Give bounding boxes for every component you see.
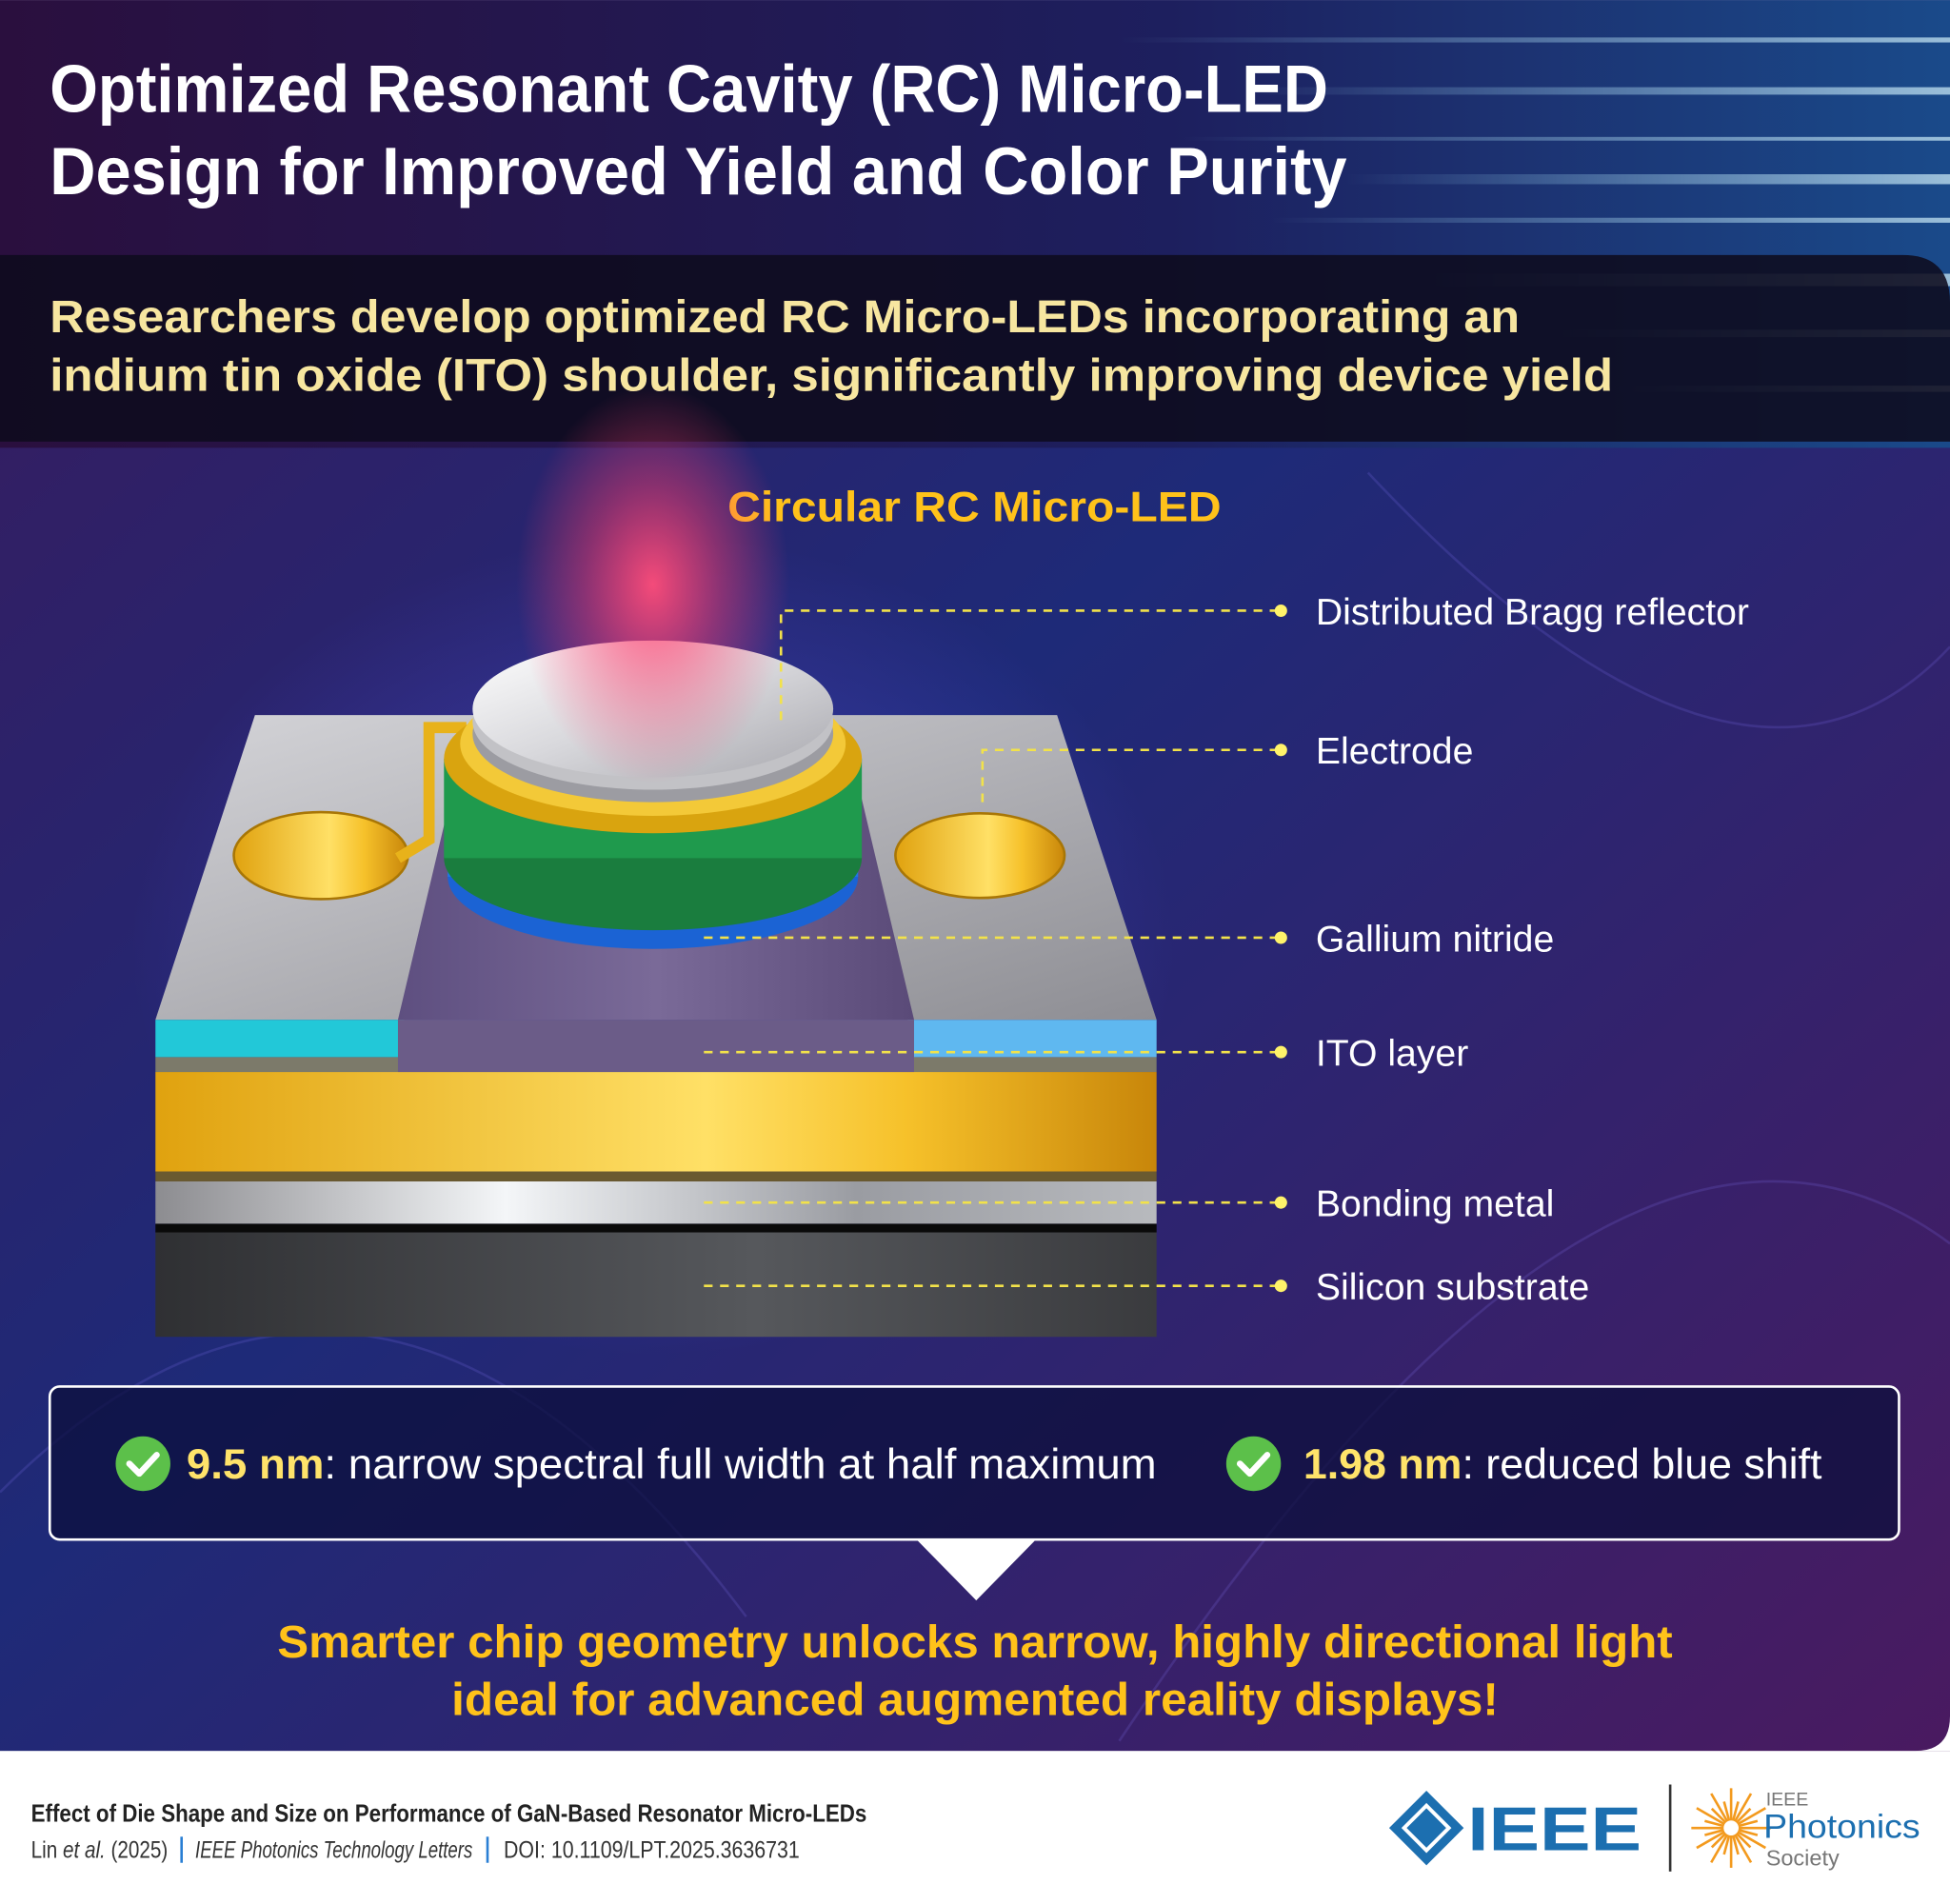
light-streaks-part — [1181, 136, 1950, 141]
light-streaks-part — [1343, 174, 1950, 185]
burst-ray — [1733, 1834, 1753, 1864]
pointer-arrow — [917, 1540, 1035, 1601]
light-streaks-part — [1268, 217, 1950, 223]
et-al: et al. — [63, 1838, 106, 1864]
burst-ray — [1722, 1801, 1731, 1821]
chip-illustration-part — [394, 722, 467, 863]
doi: DOI: 10.1109/LPT.2025.3636731 — [504, 1838, 800, 1864]
chip-illustration-part — [907, 1020, 1157, 1058]
year: (2025) — [111, 1838, 169, 1864]
diagram-label: Electrode — [1316, 731, 1474, 772]
burst-ray — [1704, 1828, 1724, 1836]
chip-illustration-part — [232, 810, 409, 901]
diagram-labels: Distributed Bragg reflector Electrode Gall… — [696, 592, 1749, 1308]
check-mark — [1236, 1452, 1271, 1478]
burst-ray — [1722, 1835, 1731, 1855]
diagram-label: Distributed Bragg reflector — [1316, 592, 1749, 633]
leader-line — [981, 748, 1279, 809]
chip-illustration-part — [894, 812, 1066, 900]
stat-text: : narrow spectral full width at half max… — [324, 1441, 1156, 1488]
chip-illustration-part — [397, 1020, 914, 1073]
burst-ray — [1710, 1834, 1729, 1864]
burst-ray — [1696, 1807, 1725, 1826]
burst-ray — [1710, 1832, 1727, 1849]
background-arcs-part — [1118, 1180, 1950, 1742]
light-streaks-part — [1119, 37, 1950, 43]
burst-ray — [1733, 1793, 1753, 1823]
ieee-logo: IEEE — [1388, 1790, 1642, 1866]
title-line: Optimized Resonant Cavity (RC) Micro-LED — [50, 51, 1328, 127]
society-ieee: IEEE — [1766, 1790, 1809, 1811]
chip-illustration-part — [516, 386, 790, 784]
leader-dot — [1274, 744, 1287, 757]
diagram-title: Circular RC Micro-LED — [727, 484, 1222, 530]
photonics-society-logo: IEEE Photonics Society — [1691, 1788, 1920, 1870]
light-streaks-part — [1244, 87, 1950, 95]
burst-ray — [1738, 1828, 1759, 1836]
background-arcs-part — [1366, 471, 1950, 729]
check-icon — [115, 1436, 170, 1492]
ieee-wordmark: IEEE — [1467, 1795, 1642, 1864]
burst-ray — [1737, 1830, 1766, 1850]
stat: 1.98 nm: reduced blue shift — [1303, 1441, 1822, 1488]
stat: 9.5 nm: narrow spectral full width at ha… — [187, 1441, 1157, 1488]
chip-illustration-part — [155, 1020, 405, 1058]
check-mark — [126, 1452, 160, 1478]
burst-ray — [1704, 1819, 1724, 1828]
diagram-label: Bonding metal — [1316, 1184, 1554, 1225]
burst-ray — [1731, 1801, 1740, 1821]
chip-illustration-part — [155, 1072, 1157, 1172]
chip-illustration-part — [155, 1231, 1157, 1338]
leader-line — [779, 609, 1279, 722]
diagram-label: ITO layer — [1316, 1034, 1468, 1075]
chip-illustration — [130, 386, 1176, 1356]
stat-text: : reduced blue shift — [1462, 1441, 1822, 1488]
subtitle-band — [0, 254, 1950, 442]
chip-illustration-part — [155, 1171, 1157, 1181]
diagram-label: Gallium nitride — [1316, 919, 1554, 960]
leader-dot — [1274, 1279, 1287, 1293]
stat-value: 1.98 nm — [1303, 1441, 1462, 1488]
stats-box — [48, 1385, 1900, 1541]
chip-illustration-part — [155, 1223, 1157, 1233]
leader-dot — [1274, 1196, 1287, 1209]
stats-row: 9.5 nm: narrow spectral full width at ha… — [115, 1436, 1822, 1492]
burst-ray — [1710, 1793, 1729, 1823]
paper-title: Effect of Die Shape and Size on Performa… — [31, 1799, 867, 1828]
leader-dot — [1274, 931, 1287, 944]
society-society: Society — [1766, 1845, 1840, 1870]
society-photonics: Photonics — [1763, 1809, 1920, 1846]
diagram-label: Silicon substrate — [1316, 1267, 1589, 1308]
burst-ray — [1738, 1819, 1759, 1828]
chip-illustration-part — [155, 1180, 1157, 1224]
burst-ray — [1735, 1832, 1752, 1849]
burst-ray — [1710, 1807, 1727, 1824]
burst-ray — [1737, 1807, 1766, 1826]
leader-dot — [1274, 1045, 1287, 1059]
subtitle-line: indium tin oxide (ITO) shoulder, signifi… — [50, 349, 1613, 401]
conclusion-line: ideal for advanced augmented reality dis… — [451, 1674, 1499, 1725]
burst-ray — [1696, 1830, 1725, 1850]
check-icon — [1225, 1436, 1282, 1492]
burst-ray — [1735, 1807, 1752, 1824]
citation-author: Lin et al. (2025) — [31, 1838, 169, 1864]
footer-background — [0, 1751, 1950, 1904]
author: Lin — [31, 1838, 58, 1864]
ieee-logo-part — [1401, 1802, 1452, 1854]
conclusion-line: Smarter chip geometry unlocks narrow, hi… — [277, 1616, 1672, 1668]
leader-dot — [1274, 604, 1287, 617]
title-line: Design for Improved Yield and Color Puri… — [50, 133, 1346, 208]
subtitle-line: Researchers develop optimized RC Micro-L… — [50, 291, 1520, 343]
photonics-society-logo-part — [1691, 1788, 1771, 1868]
journal: IEEE Photonics Technology Letters — [195, 1838, 472, 1864]
stat-value: 9.5 nm — [187, 1441, 324, 1488]
burst-ray — [1731, 1835, 1740, 1855]
